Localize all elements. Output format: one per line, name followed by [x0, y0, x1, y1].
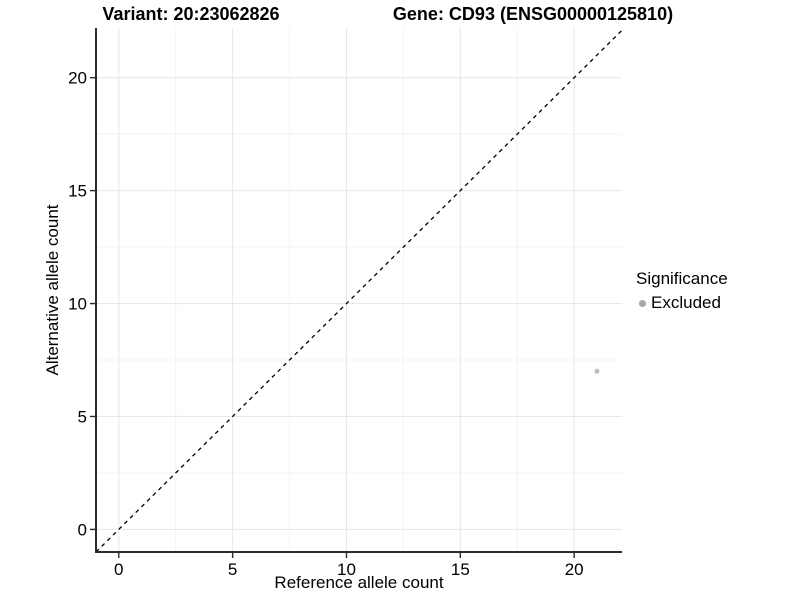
x-tick-label: 5	[228, 560, 237, 579]
gene-title: Gene: CD93 (ENSG00000125810)	[392, 4, 674, 24]
x-tick-label: 20	[565, 560, 584, 579]
x-tick-label: 15	[451, 560, 470, 579]
y-tick-label: 0	[78, 520, 87, 539]
x-tick-label: 0	[114, 560, 123, 579]
x-tick-label: 10	[337, 560, 356, 579]
legend: Significance Excluded	[636, 269, 728, 312]
legend-item-label: Excluded	[651, 293, 721, 312]
y-tick-label: 20	[68, 69, 87, 88]
variant-title: Variant: 20:23062826	[102, 4, 280, 24]
data-point	[594, 368, 600, 374]
identity-line	[95, 29, 623, 553]
legend-item-excluded: Excluded	[639, 294, 728, 312]
y-tick-label: 5	[78, 407, 87, 426]
legend-point-icon	[639, 299, 646, 307]
y-tick-label: 15	[68, 182, 87, 201]
legend-title: Significance	[636, 269, 728, 288]
y-axis-title: Alternative allele count	[43, 204, 62, 376]
x-axis-title: Reference allele count	[274, 573, 444, 592]
y-tick-label: 10	[68, 295, 87, 314]
